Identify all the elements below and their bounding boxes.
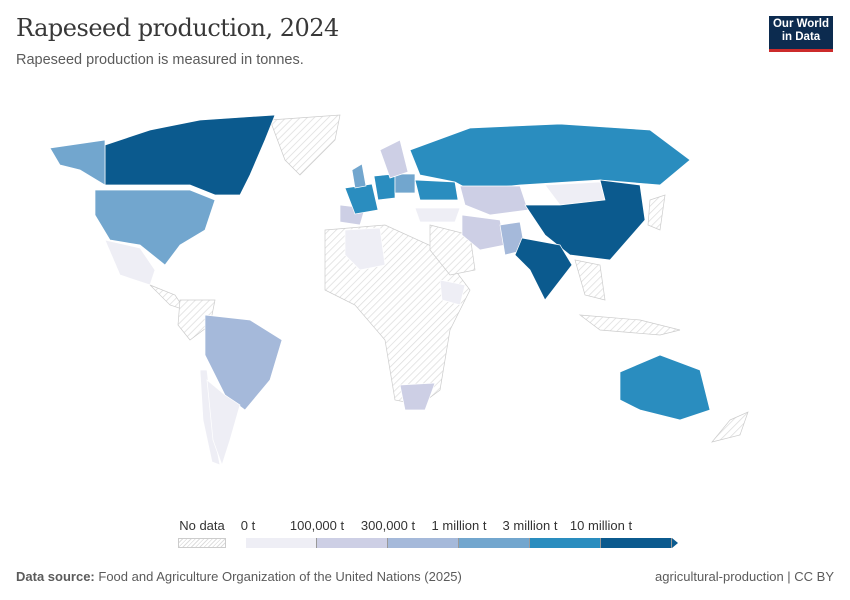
legend-swatch[interactable]: [530, 538, 601, 548]
legend-swatch[interactable]: [601, 538, 672, 548]
legend-label: 10 million t: [569, 518, 633, 533]
country-ethiopia[interactable]: [439, 279, 466, 306]
country-india[interactable]: [514, 237, 573, 301]
legend-swatch[interactable]: [246, 538, 317, 548]
footer-license[interactable]: agricultural-production | CC BY: [655, 569, 834, 584]
country-kazakhstan[interactable]: [459, 185, 529, 216]
page-title: Rapeseed production, 2024: [16, 14, 339, 42]
country-indonesia[interactable]: [578, 314, 681, 336]
country-poland[interactable]: [394, 173, 416, 194]
country-germany[interactable]: [373, 173, 396, 201]
country-argentina[interactable]: [206, 379, 241, 467]
country-canada[interactable]: [104, 114, 276, 196]
world-map: [49, 114, 749, 467]
legend-label: 1 million t: [431, 518, 487, 533]
country-new-zealand[interactable]: [711, 411, 749, 443]
legend-no-data-label: No data: [179, 518, 225, 533]
country-australia[interactable]: [619, 354, 711, 421]
legend-no-data-swatch[interactable]: [178, 538, 226, 548]
country-algeria[interactable]: [344, 227, 386, 271]
page-subtitle: Rapeseed production is measured in tonne…: [16, 52, 304, 68]
source-label: Data source:: [16, 569, 95, 584]
country-iran[interactable]: [461, 214, 506, 251]
country-ukraine[interactable]: [414, 179, 459, 201]
country-south-america-north[interactable]: [177, 299, 216, 341]
footer-source: Data source: Food and Agriculture Organi…: [16, 569, 462, 584]
country-united-states[interactable]: [49, 139, 106, 186]
legend-label: 3 million t: [502, 518, 558, 533]
logo-text: Our World in Data: [772, 18, 829, 43]
legend-arrow: [672, 538, 678, 548]
legend-label: 300,000 t: [360, 518, 416, 533]
country-south-africa[interactable]: [399, 382, 436, 411]
owid-logo[interactable]: Our World in Data: [769, 16, 833, 52]
legend-swatch[interactable]: [317, 538, 388, 548]
legend-swatch[interactable]: [388, 538, 459, 548]
source-text[interactable]: Food and Agriculture Organization of the…: [98, 569, 462, 584]
legend-label: 100,000 t: [289, 518, 345, 533]
country-united-states[interactable]: [94, 189, 216, 266]
country-southeast-asia[interactable]: [574, 259, 606, 301]
country-turkey[interactable]: [414, 207, 461, 223]
country-russia[interactable]: [409, 123, 691, 191]
country-japan[interactable]: [647, 194, 666, 231]
legend-label: 0 t: [240, 518, 256, 533]
legend: No data 0 t 100,000 t 300,000 t 1 million t…: [0, 515, 850, 555]
country-brazil[interactable]: [204, 314, 283, 411]
country-sweden[interactable]: [379, 139, 409, 179]
legend-swatch[interactable]: [459, 538, 530, 548]
country-greenland[interactable]: [269, 114, 341, 176]
country-united-kingdom[interactable]: [351, 163, 367, 189]
country-mexico[interactable]: [104, 239, 156, 286]
